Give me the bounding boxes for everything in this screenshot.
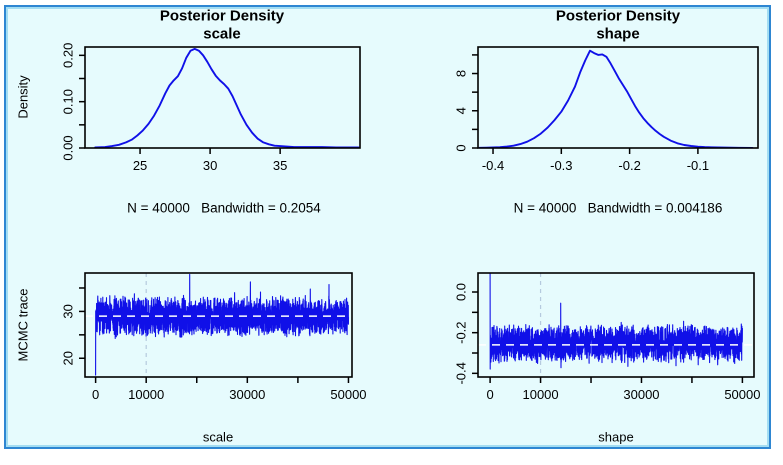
density-shape-title: Posterior Density [555, 7, 681, 25]
svg-text:-0.4: -0.4 [454, 362, 469, 384]
density-scale-footer: N = 40000 Bandwidth = 0.2054 [127, 200, 321, 216]
svg-text:35: 35 [273, 158, 287, 173]
svg-text:-0.2: -0.2 [454, 321, 469, 343]
svg-text:30: 30 [61, 304, 76, 318]
svg-text:10000: 10000 [522, 387, 558, 402]
svg-text:0: 0 [486, 387, 493, 402]
svg-text:0.10: 0.10 [61, 89, 76, 114]
density-scale-subtitle: scale [203, 25, 241, 43]
svg-text:-0.1: -0.1 [687, 158, 709, 173]
density-scale-title: Posterior Density [159, 7, 285, 25]
svg-text:50000: 50000 [724, 387, 760, 402]
svg-text:-0.3: -0.3 [550, 158, 572, 173]
svg-text:20: 20 [61, 351, 76, 365]
svg-text:30000: 30000 [229, 387, 265, 402]
svg-text:0: 0 [92, 387, 99, 402]
trace-scale-ylabel: MCMC trace [15, 288, 31, 362]
svg-text:0.0: 0.0 [454, 283, 469, 301]
svg-text:30000: 30000 [623, 387, 659, 402]
density-shape-subtitle: shape [596, 25, 640, 43]
svg-text:0.00: 0.00 [61, 135, 76, 160]
figure-frame [4, 5, 771, 449]
svg-text:4: 4 [454, 107, 469, 114]
density-shape-footer: N = 40000 Bandwidth = 0.004186 [513, 200, 723, 216]
svg-text:0.20: 0.20 [61, 43, 76, 68]
svg-text:-0.4: -0.4 [482, 158, 504, 173]
svg-text:-0.2: -0.2 [618, 158, 640, 173]
svg-text:0: 0 [454, 144, 469, 151]
svg-text:10000: 10000 [128, 387, 164, 402]
density-scale-ylabel: Density [15, 75, 31, 119]
svg-text:30: 30 [203, 158, 217, 173]
svg-text:50000: 50000 [330, 387, 366, 402]
trace-shape-xlabel: shape [598, 429, 634, 445]
trace-scale-xlabel: scale [202, 429, 234, 445]
svg-text:8: 8 [454, 70, 469, 77]
svg-text:25: 25 [133, 158, 147, 173]
